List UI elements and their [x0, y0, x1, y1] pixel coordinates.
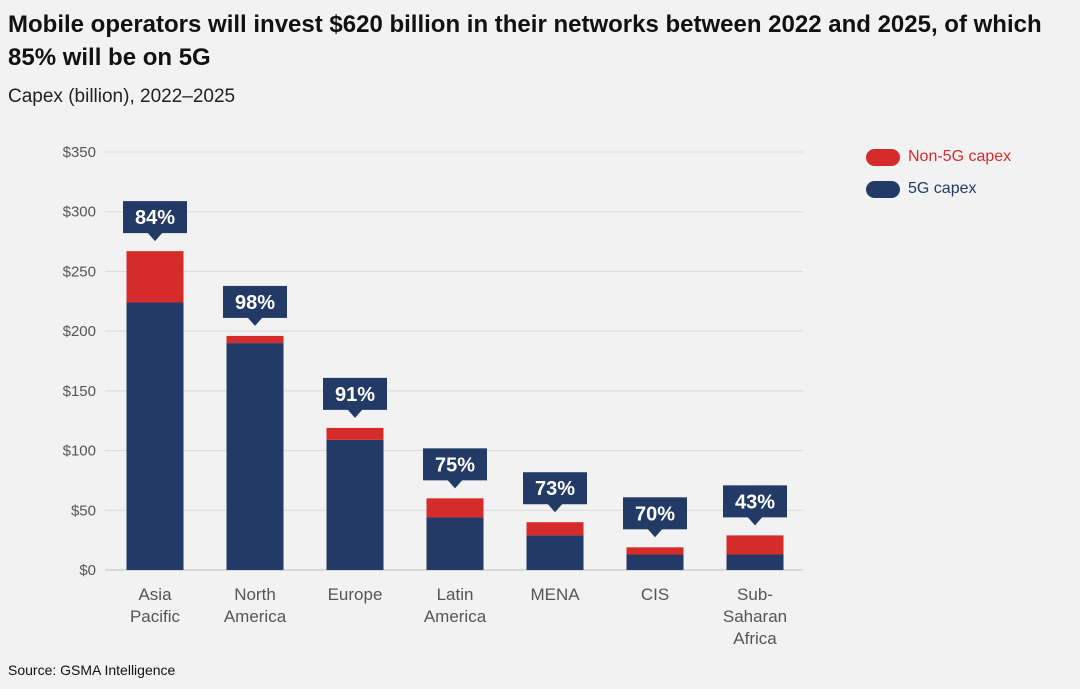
bar-5g	[226, 343, 284, 570]
share-callout-box	[423, 448, 487, 481]
legend-label-5g: 5G capex	[908, 180, 977, 197]
share-callout-label: 98%	[235, 292, 275, 314]
y-tick-label: $250	[63, 263, 96, 280]
bar-non-5g	[126, 251, 184, 303]
legend-item-non-5g: Non-5G capex	[866, 148, 1011, 166]
bar-5g	[726, 554, 784, 570]
share-callout-box	[223, 285, 287, 318]
y-tick-label: $350	[63, 144, 96, 161]
share-callout-label: 73%	[535, 478, 575, 500]
share-callout-box	[123, 201, 187, 234]
share-callout-pointer	[647, 528, 663, 538]
share-callout-label: 70%	[635, 503, 675, 525]
bar-5g	[126, 302, 184, 570]
x-tick-label-line: CIS	[641, 585, 669, 604]
x-tick-label: Europe	[328, 585, 383, 604]
source-note: Source: GSMA Intelligence	[8, 662, 176, 678]
y-tick-label: $200	[63, 323, 96, 340]
legend-item-5g: 5G capex	[866, 180, 976, 198]
share-callout-box	[523, 472, 587, 505]
bar-non-5g	[226, 335, 284, 344]
x-tick-label-line: Latin	[437, 585, 474, 604]
bar-5g	[426, 517, 484, 570]
share-callout-box	[723, 485, 787, 518]
share-callout-pointer	[747, 516, 763, 526]
bar-non-5g	[626, 547, 684, 555]
x-tick-label-line: North	[234, 585, 276, 604]
share-callout-label: 84%	[135, 207, 175, 229]
bar-non-5g	[726, 535, 784, 555]
legend-swatch-5g	[866, 180, 900, 198]
bar-5g	[626, 554, 684, 570]
share-callout-pointer	[447, 479, 463, 489]
y-tick-label: $0	[79, 562, 96, 579]
share-callout-pointer	[347, 408, 363, 418]
x-tick-label-line: Europe	[328, 585, 383, 604]
bar-5g	[326, 439, 384, 570]
bar-non-5g	[526, 522, 584, 536]
x-tick-label-line: America	[424, 607, 487, 626]
share-callout-box	[323, 377, 387, 410]
x-tick-label: CIS	[641, 585, 669, 604]
share-callout-label: 91%	[335, 384, 375, 406]
share-callout-label: 43%	[735, 491, 775, 513]
share-callout-pointer	[547, 503, 563, 513]
share-callout-box	[623, 497, 687, 530]
x-tick-label: MENA	[530, 585, 580, 604]
x-tick-label-line: Saharan	[723, 607, 787, 626]
x-tick-label-line: MENA	[530, 585, 580, 604]
bar-non-5g	[426, 498, 484, 518]
x-tick-label-line: Africa	[733, 629, 777, 648]
x-tick-label-line: Sub-	[737, 585, 773, 604]
legend-swatch-non-5g	[866, 148, 900, 166]
y-tick-label: $150	[63, 383, 96, 400]
x-tick-label: Latin America	[424, 585, 487, 626]
x-tick-label: Sub- Saharan Africa	[723, 585, 787, 648]
y-tick-label: $300	[63, 204, 96, 221]
x-tick-label-line: Pacific	[130, 607, 181, 626]
y-tick-label: $50	[71, 502, 96, 519]
chart-subtitle: Capex (billion), 2022–2025	[8, 86, 236, 107]
x-tick-label: Asia Pacific	[130, 585, 181, 626]
y-tick-label: $100	[63, 443, 96, 460]
chart-title: Mobile operators will invest $620 billio…	[8, 11, 1042, 71]
share-callout-pointer	[247, 316, 263, 326]
bar-5g	[526, 535, 584, 570]
x-tick-label-line: Asia	[138, 585, 172, 604]
bar-non-5g	[326, 427, 384, 440]
share-callout-pointer	[147, 232, 163, 242]
x-tick-label-line: America	[224, 607, 287, 626]
legend-label-non-5g: Non-5G capex	[908, 148, 1012, 165]
share-callout-label: 75%	[435, 454, 475, 476]
x-tick-label: North America	[224, 585, 287, 626]
